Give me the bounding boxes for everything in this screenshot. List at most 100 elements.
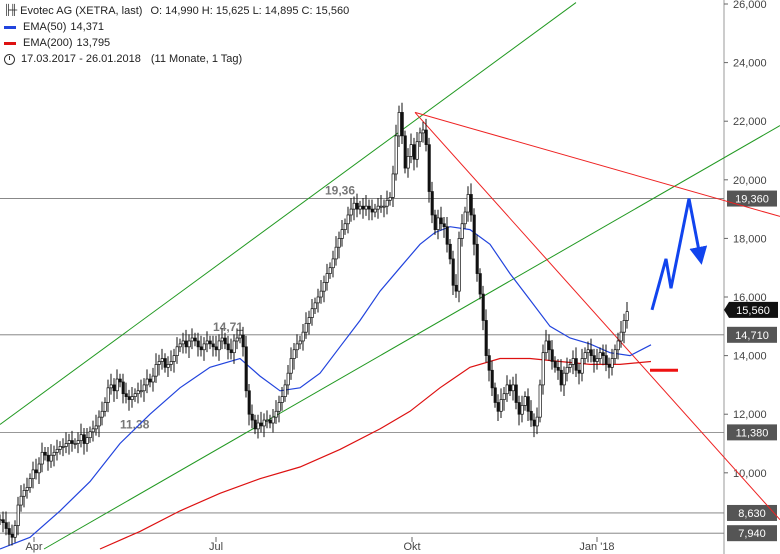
price-bar-body	[232, 340, 236, 354]
price-bar-body	[487, 355, 491, 371]
price-bar-body	[472, 214, 476, 245]
price-bar-body	[394, 135, 398, 175]
price-bar-body	[0, 519, 2, 522]
price-bar-body	[358, 205, 362, 210]
price-bar-body	[412, 144, 416, 160]
price-bar-body	[571, 358, 575, 365]
price-bar-body	[178, 343, 182, 348]
price-bar-body	[106, 387, 110, 403]
price-bar-body	[34, 469, 38, 474]
channel-line	[0, 2, 577, 425]
price-bar-body	[439, 217, 443, 225]
price-bar-body	[76, 440, 80, 444]
price-bar-body	[535, 416, 539, 427]
price-bar-body	[238, 334, 242, 339]
price-bar-body	[499, 399, 503, 412]
price-bar-body	[610, 358, 614, 368]
price-bar-body	[448, 243, 452, 260]
price-bar-body	[133, 393, 137, 397]
legend-ema200-value: 13,795	[76, 37, 111, 49]
price-bar-body	[373, 208, 377, 213]
level-annotation-label: 11,38	[120, 417, 150, 431]
price-bar-body	[586, 349, 590, 354]
level-price-label: 11,380	[736, 427, 769, 439]
price-bar-body	[37, 463, 41, 474]
price-bar-body	[10, 533, 14, 538]
price-bar-body	[148, 378, 152, 383]
price-bar-body	[505, 384, 509, 395]
price-bar-body	[175, 346, 179, 356]
price-bar-body	[22, 490, 26, 497]
price-bar-body	[319, 290, 323, 298]
price-bar-body	[460, 223, 464, 239]
price-bar-body	[553, 361, 557, 368]
trend-line	[414, 112, 780, 521]
level-price-box	[727, 525, 777, 542]
price-bar-body	[463, 211, 467, 225]
price-bar-body	[544, 340, 548, 354]
level-annotation-label: 14,71	[213, 320, 243, 334]
price-bar-body	[7, 528, 11, 535]
price-bar-body	[145, 378, 149, 386]
price-bar-body	[256, 422, 260, 430]
price-bar-body	[214, 346, 218, 351]
price-bar-body	[157, 361, 161, 365]
price-bar-body	[67, 440, 71, 444]
price-bar-body	[400, 112, 404, 137]
level-price-label: 7,940	[738, 528, 766, 540]
current-price-box	[724, 301, 778, 318]
current-price-label: 15,560	[736, 305, 770, 317]
price-bar-body	[352, 202, 356, 210]
price-bar-body	[391, 173, 395, 198]
y-tick-label: 10,000	[733, 468, 767, 480]
price-bar-body	[187, 340, 191, 348]
price-bar-body	[607, 364, 611, 368]
price-bar-body	[79, 434, 83, 441]
x-tick-label: Apr	[25, 541, 42, 553]
price-bar-body	[367, 205, 371, 210]
price-bar-body	[385, 199, 389, 207]
price-bar-body	[625, 311, 629, 321]
price-bar-body	[61, 446, 65, 448]
price-bar-body	[520, 405, 524, 415]
price-bar-body	[160, 358, 164, 362]
price-bar-body	[229, 349, 233, 354]
price-bar-body	[475, 243, 479, 274]
price-bar-body	[595, 358, 599, 362]
price-bar-body	[226, 343, 230, 351]
channel-line	[43, 125, 780, 550]
price-bar-body	[382, 205, 386, 208]
price-bar-body	[532, 419, 536, 427]
price-bar-body	[328, 267, 332, 274]
price-bar-body	[307, 317, 311, 324]
price-bar-body	[298, 340, 302, 345]
price-bar-body	[286, 372, 290, 386]
price-bar-body	[16, 504, 20, 526]
price-bar-body	[295, 343, 299, 351]
price-bar-body	[181, 340, 185, 345]
price-bar-body	[85, 437, 89, 444]
clock-icon	[4, 53, 15, 65]
price-bar-body	[541, 352, 545, 386]
y-tick-label: 18,000	[733, 233, 767, 245]
price-bar-body	[379, 205, 383, 208]
price-bar-body	[550, 349, 554, 362]
price-bar-body	[31, 469, 35, 480]
price-bar-body	[442, 223, 446, 228]
level-price-box	[727, 504, 777, 521]
x-tick-label: Jan '18	[579, 541, 614, 553]
price-bar-body	[622, 320, 626, 333]
y-tick-label: 16,000	[733, 292, 767, 304]
price-bar-body	[136, 390, 140, 395]
price-bar-body	[397, 112, 401, 137]
level-price-box	[727, 326, 777, 343]
price-bar-body	[262, 419, 266, 427]
price-bar-body	[46, 454, 50, 462]
price-bar-body	[406, 156, 410, 169]
y-tick-label: 22,000	[733, 116, 767, 128]
price-bar-body	[247, 390, 251, 415]
price-bar-body	[220, 337, 224, 342]
price-bar-body	[349, 208, 353, 216]
price-bar-body	[139, 390, 143, 393]
price-bar-body	[589, 349, 593, 356]
